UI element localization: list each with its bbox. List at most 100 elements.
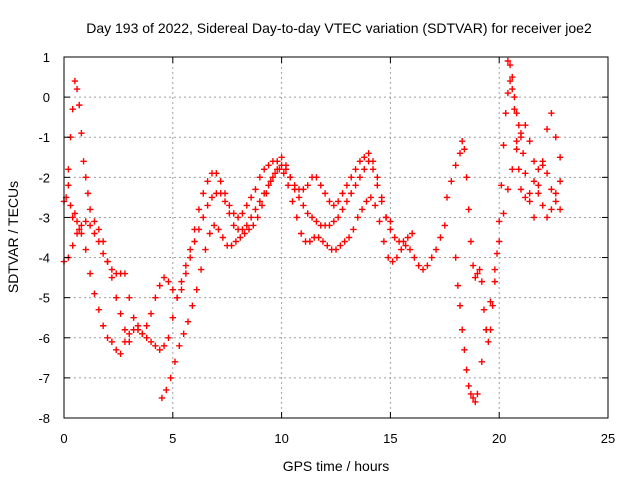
data-point (204, 202, 211, 209)
data-point (202, 246, 209, 253)
data-point (130, 314, 137, 321)
data-point (517, 186, 525, 193)
data-point (535, 166, 542, 173)
data-point (104, 334, 111, 341)
data-point (456, 150, 464, 157)
data-point (228, 242, 235, 249)
data-point (247, 194, 255, 201)
data-point (356, 174, 364, 181)
data-point (363, 198, 370, 205)
data-point (237, 234, 244, 241)
data-point (530, 178, 538, 185)
data-point (156, 282, 163, 289)
data-point (452, 254, 459, 261)
data-point (276, 166, 283, 173)
data-point (84, 190, 92, 197)
data-point (539, 158, 546, 165)
data-point (278, 162, 285, 169)
data-point (543, 126, 551, 133)
data-point (160, 342, 168, 349)
data-point (382, 214, 390, 221)
data-point (519, 150, 527, 157)
data-point (478, 278, 485, 285)
data-point (73, 85, 81, 93)
data-point (200, 214, 207, 221)
data-point (506, 77, 514, 85)
data-point (117, 350, 124, 358)
data-point (252, 206, 259, 213)
data-point (176, 342, 183, 349)
data-point (511, 93, 518, 101)
data-point (152, 342, 159, 349)
data-point (76, 101, 83, 109)
data-point (526, 138, 533, 145)
data-point (67, 202, 74, 209)
data-point (278, 154, 285, 161)
data-points (60, 57, 564, 406)
data-point (108, 338, 116, 345)
data-point (432, 246, 440, 253)
data-point (352, 182, 359, 189)
data-point (173, 294, 181, 301)
data-point (467, 390, 475, 398)
data-point (169, 314, 176, 321)
data-point (82, 246, 89, 253)
data-point (152, 294, 159, 301)
data-point (408, 230, 416, 237)
data-point (313, 218, 320, 225)
data-point (539, 202, 546, 209)
data-point (513, 146, 520, 153)
data-point (393, 254, 401, 261)
data-point (465, 382, 472, 390)
data-point (348, 174, 355, 181)
data-point (167, 374, 174, 382)
data-point (469, 394, 477, 402)
data-point (504, 186, 512, 193)
data-point (556, 178, 564, 185)
data-point (509, 73, 516, 81)
data-point (82, 174, 89, 181)
data-point (86, 222, 94, 229)
data-point (522, 170, 529, 177)
data-point (498, 182, 505, 189)
data-point (71, 210, 79, 217)
data-point (213, 170, 220, 177)
series-trace-3 (65, 77, 133, 345)
data-point (376, 218, 383, 225)
data-point (239, 226, 246, 233)
data-point (95, 226, 103, 233)
data-point (108, 274, 116, 281)
data-point (367, 194, 375, 201)
data-point (348, 190, 355, 197)
y-tick-label: -6 (38, 331, 50, 346)
data-point (535, 182, 542, 189)
y-tick-label: -7 (38, 371, 50, 386)
data-point (504, 89, 512, 97)
data-point (469, 262, 477, 269)
data-point (513, 138, 520, 145)
data-point (69, 214, 76, 221)
data-point (104, 258, 111, 265)
data-point (182, 270, 190, 277)
data-point (500, 142, 507, 149)
data-point (482, 326, 490, 333)
data-point (500, 210, 507, 217)
data-point (502, 109, 509, 117)
plot-frame (63, 56, 609, 419)
data-point (543, 214, 551, 221)
data-point (472, 274, 479, 281)
data-point (509, 85, 516, 93)
data-point (269, 174, 277, 181)
data-point (400, 238, 407, 245)
data-point (306, 238, 314, 245)
data-point (317, 182, 324, 189)
chart-title: Day 193 of 2022, Sidereal Day-to-day VTE… (86, 20, 592, 36)
data-point (378, 194, 385, 201)
data-point (147, 338, 155, 345)
data-point (200, 190, 207, 197)
data-point (326, 222, 333, 229)
y-tick-label: -2 (38, 170, 50, 185)
data-point (522, 194, 529, 201)
data-point (389, 258, 396, 265)
data-point (134, 326, 142, 333)
